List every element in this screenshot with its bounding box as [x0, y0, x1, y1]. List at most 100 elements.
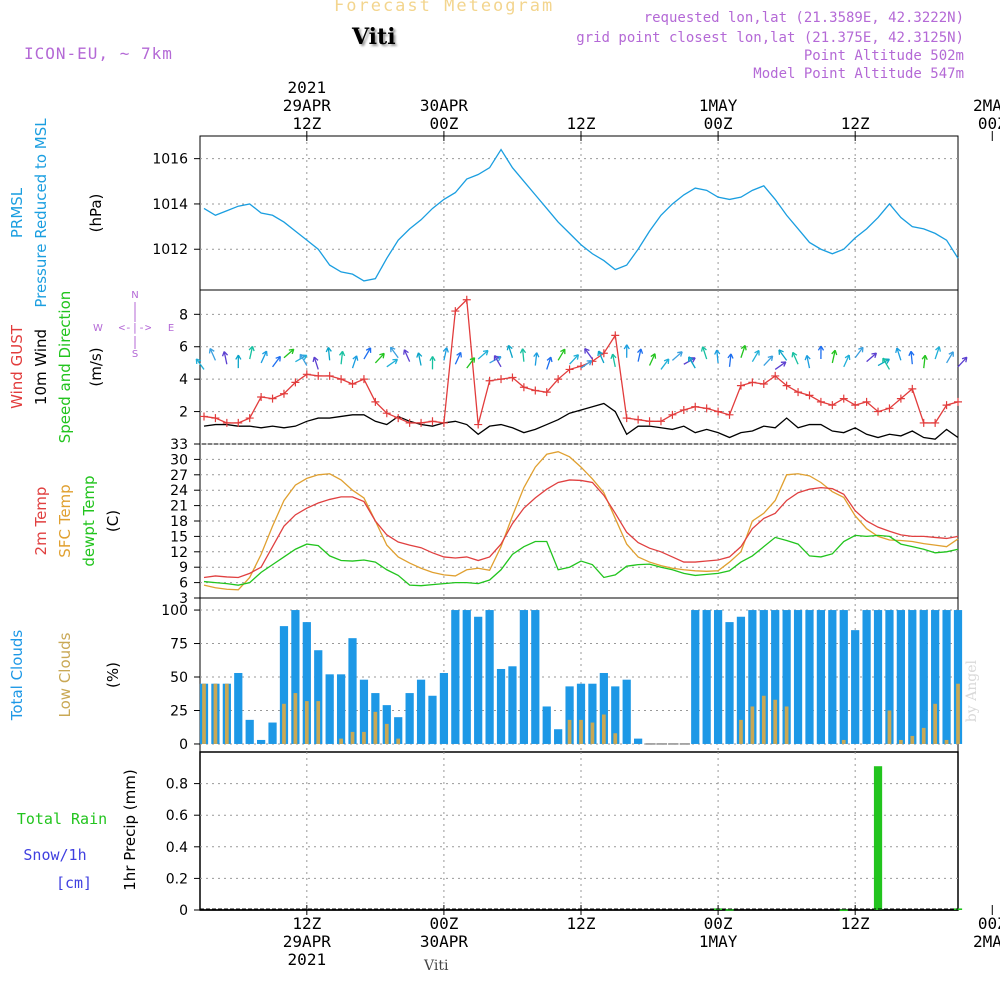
wind-label-gust: Wind GUST [8, 324, 26, 409]
wind-gust-marker [508, 373, 517, 382]
clouds-y-tick-label: 75 [170, 637, 188, 653]
total-clouds-bar [828, 610, 837, 744]
wind-gust-marker [337, 375, 346, 384]
wind-direction-arrowhead [221, 351, 229, 357]
time-label-top: 00Z [978, 114, 1000, 133]
wind-gust-marker [759, 380, 768, 389]
wind-direction-arrowhead [442, 347, 449, 353]
wind-direction-arrowhead [778, 349, 784, 355]
wind-direction-arrowhead [389, 346, 396, 353]
compass-east: E [168, 323, 174, 334]
total-clouds-bar [782, 610, 791, 744]
time-label-top: 00Z [704, 114, 733, 133]
wind-y-tick-label: 8 [179, 307, 188, 323]
wind-direction-arrow [260, 350, 268, 364]
time-label-top: 2021 [288, 78, 327, 97]
low-clouds-bar [224, 683, 229, 744]
wind-direction-arrowhead [403, 349, 409, 355]
wind-gust-marker [656, 417, 665, 426]
wind-direction-arrow [295, 354, 308, 363]
wind-gust-marker [542, 388, 551, 397]
wind-direction-arrow [569, 354, 579, 365]
wind-gust-marker [245, 414, 254, 423]
wind-direction-arrowhead [895, 347, 902, 353]
low-clouds-bar [579, 719, 583, 744]
low-clouds-bar [899, 739, 903, 744]
pressure-y-tick-label: 1014 [152, 197, 188, 213]
total-clouds-bar [588, 683, 597, 744]
pressure-y-tick-label: 1016 [152, 152, 188, 168]
time-label-top: 2MAY [973, 96, 1000, 115]
low-clouds-bar [841, 739, 846, 744]
wind-direction-arrow [313, 356, 319, 370]
time-label-bottom: 00Z [704, 914, 733, 933]
total-clouds-bar [542, 706, 551, 744]
wind-gust-marker [885, 404, 894, 413]
wind-direction-arrowhead [767, 355, 774, 362]
wind-gust-marker [919, 418, 928, 427]
temp-y-tick-label: 33 [170, 437, 188, 453]
temp-y-tick-label: 24 [170, 483, 188, 499]
wind-direction-arrow [934, 346, 940, 360]
wind-gust-marker [622, 414, 631, 423]
wind-direction-arrowhead [817, 345, 825, 351]
wind-gust-marker [279, 389, 288, 398]
low-clouds-bar [784, 706, 789, 744]
wind-gust-marker [645, 417, 654, 426]
wind-gust-marker [519, 383, 528, 392]
wind-direction-arrowhead [573, 354, 580, 360]
precip-panel-frame [199, 751, 959, 911]
wind-gust-marker [691, 402, 700, 411]
wind-direction-arrow [597, 350, 605, 364]
wind-direction-arrowhead [921, 354, 928, 361]
wind-direction-arrow [751, 350, 760, 362]
low-clouds-bar [590, 722, 595, 744]
total-clouds-bar [428, 695, 437, 744]
wind-direction-arrowhead [379, 352, 385, 359]
low-clouds-bar [202, 683, 206, 744]
wind-direction-arrow [507, 345, 514, 358]
total-clouds-bar [759, 610, 768, 744]
low-clouds-bar [944, 739, 949, 744]
temp-2m-line [203, 479, 959, 579]
wind-direction-arrow [209, 348, 217, 361]
pressure-line [203, 148, 959, 282]
time-label-top: 12Z [292, 114, 321, 133]
low-clouds-bar [773, 699, 778, 744]
total-clouds-bar [531, 610, 540, 744]
wind-direction-arrowhead [935, 346, 942, 352]
wind-direction-arrow [534, 352, 538, 366]
wind-direction-arrow [351, 355, 358, 369]
wind-direction-arrowhead [352, 355, 359, 361]
wind-gust-marker [828, 401, 837, 410]
compass-north: N [131, 290, 138, 301]
wind-direction-arrow [688, 356, 696, 369]
wind-direction-arrow [660, 358, 670, 370]
wind-direction-arrowhead [195, 358, 202, 364]
wind-direction-arrowhead [275, 355, 281, 362]
time-label-bottom: 29APR [283, 932, 332, 951]
wind-label-10m: 10m Wind [32, 329, 50, 405]
wind-direction-arrow [546, 356, 552, 370]
wind-direction-arrow [611, 353, 616, 367]
wind-direction-arrow [648, 353, 656, 366]
total-clouds-bar [245, 719, 254, 744]
time-label-top: 30APR [420, 96, 469, 115]
total-clouds-bar [279, 626, 289, 744]
wind-direction-arrowhead [482, 349, 489, 356]
wind-direction-arrowhead [623, 344, 630, 350]
wind-direction-arrowhead [416, 352, 423, 358]
temp-label-sfc: SFC Temp [56, 484, 74, 557]
total-clouds-bar [691, 610, 700, 744]
wind-direction-arrowhead [831, 349, 838, 356]
wind-direction-arrow [299, 353, 308, 366]
wind-gust-marker [714, 407, 723, 416]
wind-gust-marker [302, 370, 311, 379]
temp-y-tick-label: 3 [179, 591, 188, 607]
wind-direction-arrow [778, 349, 788, 361]
total-clouds-bar [634, 738, 643, 744]
wind-gust-marker [679, 405, 688, 414]
time-label-bottom: 2021 [288, 950, 327, 969]
total-clouds-bar [599, 672, 608, 744]
wind-direction-arrowhead [325, 347, 332, 353]
